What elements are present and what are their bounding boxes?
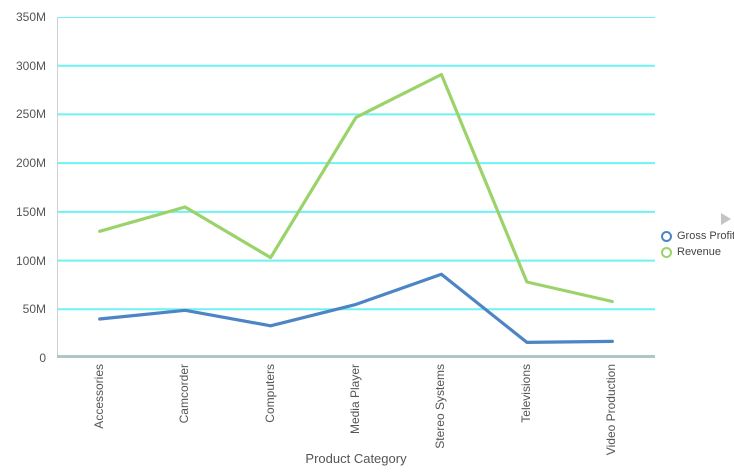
x-axis-category-label: Video Production <box>604 364 619 456</box>
series-line-revenue <box>98 72 614 304</box>
y-axis-tick-label: 150M <box>15 204 46 219</box>
revenue-marker-icon <box>661 246 672 258</box>
legend-item-gross-profit[interactable]: Gross Profit <box>661 228 734 244</box>
y-axis-tick-label: 100M <box>15 253 46 268</box>
x-axis-category-label: Televisions <box>518 364 533 423</box>
y-axis-tick-label: 350M <box>15 10 46 24</box>
y-axis-tick-label: 0 <box>39 351 46 365</box>
gross-profit-marker-icon <box>661 230 672 242</box>
legend: Gross Profit Revenue <box>661 228 734 260</box>
plot-area <box>57 17 655 358</box>
x-axis-category-label: Media Player <box>348 364 362 435</box>
x-axis-category-label: Accessories <box>91 364 106 429</box>
legend-label-revenue: Revenue <box>677 246 722 258</box>
legend-item-revenue[interactable]: Revenue <box>661 244 734 260</box>
series-line-gross-profit <box>98 272 614 344</box>
y-axis-tick-label: 200M <box>15 156 46 171</box>
x-axis-category-label: Camcorder <box>177 364 192 424</box>
x-axis-title: Product Category <box>305 451 407 466</box>
y-axis-tick-label: 50M <box>22 302 46 317</box>
y-axis-tick-label: 300M <box>15 58 46 73</box>
y-axis-tick-label: 250M <box>15 107 46 122</box>
legend-label-gross-profit: Gross Profit <box>677 230 734 242</box>
x-axis-category-label: Computers <box>262 364 277 423</box>
x-axis-category-label: Stereo Systems <box>433 364 448 449</box>
legend-scroll-right-icon[interactable] <box>721 213 731 225</box>
